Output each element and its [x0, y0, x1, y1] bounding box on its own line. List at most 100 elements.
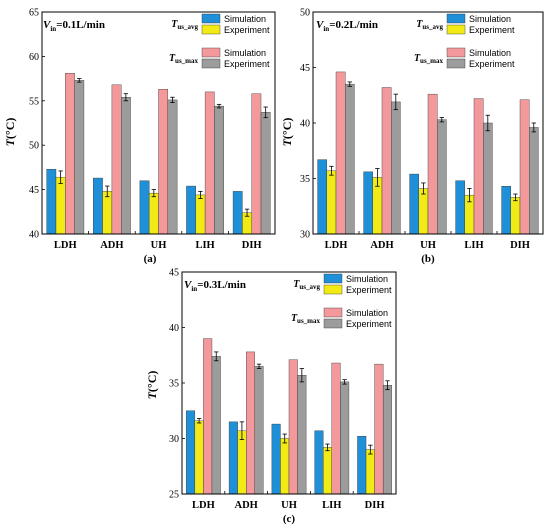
- error-bar-exp_max-dih: [263, 106, 268, 119]
- x-tick-label-lih: LIH: [322, 500, 341, 511]
- condition-label-b: Vin=0.2L/min: [316, 19, 378, 33]
- bar-exp_avg-uh: [148, 192, 159, 235]
- y-tick-label: 60: [29, 52, 39, 63]
- error-bar-exp_max-uh: [439, 117, 444, 123]
- x-tick-label-adh: ADH: [235, 500, 258, 511]
- legend-group-title: Tus_avg: [293, 279, 320, 291]
- error-bar-exp_avg-uh: [282, 433, 287, 444]
- error-bar-exp_avg-ldh: [58, 170, 63, 184]
- legend-swatch-exp_avg: [201, 24, 221, 35]
- bar-sim_max-adh: [111, 84, 122, 235]
- error-bar-exp_max-ldh: [347, 81, 352, 87]
- bar-exp_avg-lih: [195, 194, 206, 235]
- error-bar-exp_avg-adh: [105, 185, 110, 198]
- error-bar-exp_max-ldh: [214, 351, 219, 362]
- error-bar-exp_avg-uh: [421, 182, 426, 195]
- error-bar-exp_avg-adh: [239, 421, 245, 441]
- y-tick-label: 35: [300, 174, 310, 185]
- legend-group-title: Tus_max: [169, 53, 199, 65]
- legend-group-title: Tus_avg: [171, 19, 198, 31]
- x-tick-label-dih: DIH: [365, 500, 385, 511]
- legend-group-title: Tus_max: [291, 313, 321, 325]
- bar-sim_max-ldh: [203, 338, 213, 495]
- x-tick-label-uh: UH: [420, 240, 436, 251]
- bar-exp_max-lih: [340, 381, 350, 495]
- bar-exp_max-uh: [437, 119, 447, 235]
- y-tick-label: 30: [300, 230, 310, 241]
- error-bar-exp_avg-dih: [368, 444, 373, 455]
- legend-swatch-sim_avg: [201, 13, 221, 24]
- bar-sim_avg-lih: [186, 185, 196, 235]
- y-tick-label: 65: [29, 8, 39, 19]
- y-tick-label: 50: [300, 8, 310, 19]
- y-axis-label-a: T(°C): [3, 118, 17, 147]
- bar-exp_avg-ldh: [194, 420, 204, 495]
- legend-label-exp_avg: Experiment: [224, 25, 270, 35]
- y-tick-label: 45: [29, 185, 39, 196]
- legend-label-exp_max: Experiment: [224, 59, 270, 69]
- y-tick-label: 35: [169, 379, 179, 390]
- error-bar-exp_avg-ldh: [329, 165, 334, 176]
- legend-label-sim_max: Simulation: [346, 308, 388, 318]
- legend-swatch-sim_max: [323, 307, 343, 318]
- legend-swatch-sim_avg: [446, 13, 466, 24]
- bar-sim_max-ldh: [65, 73, 75, 235]
- error-bar-exp_avg-lih: [198, 190, 203, 199]
- x-tick-label-uh: UH: [281, 500, 297, 511]
- error-bar-exp_max-adh: [393, 93, 398, 111]
- plot-frame: [41, 11, 276, 235]
- chart-b: T(°C) 30 35 40 45 50 LDH ADH UH LIH DIH Simulation…: [280, 8, 544, 265]
- bar-sim_avg-uh: [409, 173, 420, 235]
- panel-label-c: (c): [283, 513, 296, 525]
- y-tick-label: 45: [300, 63, 310, 74]
- error-bar-exp_avg-dih: [244, 208, 250, 217]
- legend-swatch-exp_avg: [323, 284, 343, 295]
- error-bar-exp_max-dih: [531, 122, 536, 133]
- bar-sim_max-lih: [204, 91, 215, 235]
- bar-sim_avg-dih: [232, 191, 243, 235]
- bar-sim_avg-lih: [314, 430, 324, 495]
- x-tick-label-dih: DIH: [510, 240, 530, 251]
- condition-label-c: Vin=0.3L/min: [184, 279, 246, 293]
- bar-sim_avg-ldh: [186, 410, 196, 495]
- error-bar-exp_avg-dih: [513, 193, 518, 202]
- error-bar-exp_max-lih: [342, 379, 347, 385]
- error-bar-exp_max-uh: [170, 96, 175, 103]
- legend-swatch-exp_avg: [446, 24, 466, 35]
- bar-exp_max-lih: [483, 122, 493, 235]
- bar-exp_avg-uh: [418, 188, 429, 235]
- condition-label-a: Vin=0.1L/min: [43, 19, 105, 33]
- y-tick-label: 40: [300, 119, 310, 130]
- chart-a: T(°C) 40 45 50 55 60 65 LDH ADH UH LIH DIH Simulati…: [3, 8, 276, 265]
- bar-exp_max-dih: [382, 385, 392, 495]
- y-tick-label: 45: [169, 268, 179, 279]
- bar-exp_avg-adh: [102, 191, 113, 235]
- x-tick-label-ldh: LDH: [54, 240, 77, 251]
- y-tick-label: 30: [169, 434, 179, 445]
- bar-sim_max-uh: [158, 89, 169, 235]
- bar-exp_max-ldh: [211, 356, 221, 495]
- bar-sim_avg-uh: [271, 423, 281, 495]
- bar-sim_avg-uh: [139, 180, 150, 235]
- bar-sim_avg-dih: [357, 436, 367, 495]
- bar-exp_avg-adh: [237, 430, 247, 495]
- bar-sim_avg-adh: [228, 421, 238, 495]
- x-tick-label-adh: ADH: [370, 240, 393, 251]
- bar-exp_max-ldh: [74, 80, 85, 235]
- legend-label-sim_avg: Simulation: [469, 14, 511, 24]
- legend-label-sim_avg: Simulation: [224, 14, 266, 24]
- legend-group-title: Tus_max: [414, 53, 444, 65]
- error-bar-exp_max-uh: [299, 368, 305, 383]
- bar-sim_max-dih: [374, 363, 384, 495]
- error-bar-exp_max-lih: [485, 114, 490, 132]
- bar-sim_max-uh: [288, 359, 298, 495]
- x-tick-label-uh: UH: [151, 240, 167, 251]
- legend-label-exp_avg: Experiment: [346, 285, 392, 295]
- bar-sim_max-dih: [519, 99, 530, 235]
- bar-exp_avg-uh: [280, 438, 290, 495]
- x-tick-label-ldh: LDH: [325, 240, 348, 251]
- error-bar-exp_max-adh: [256, 363, 262, 369]
